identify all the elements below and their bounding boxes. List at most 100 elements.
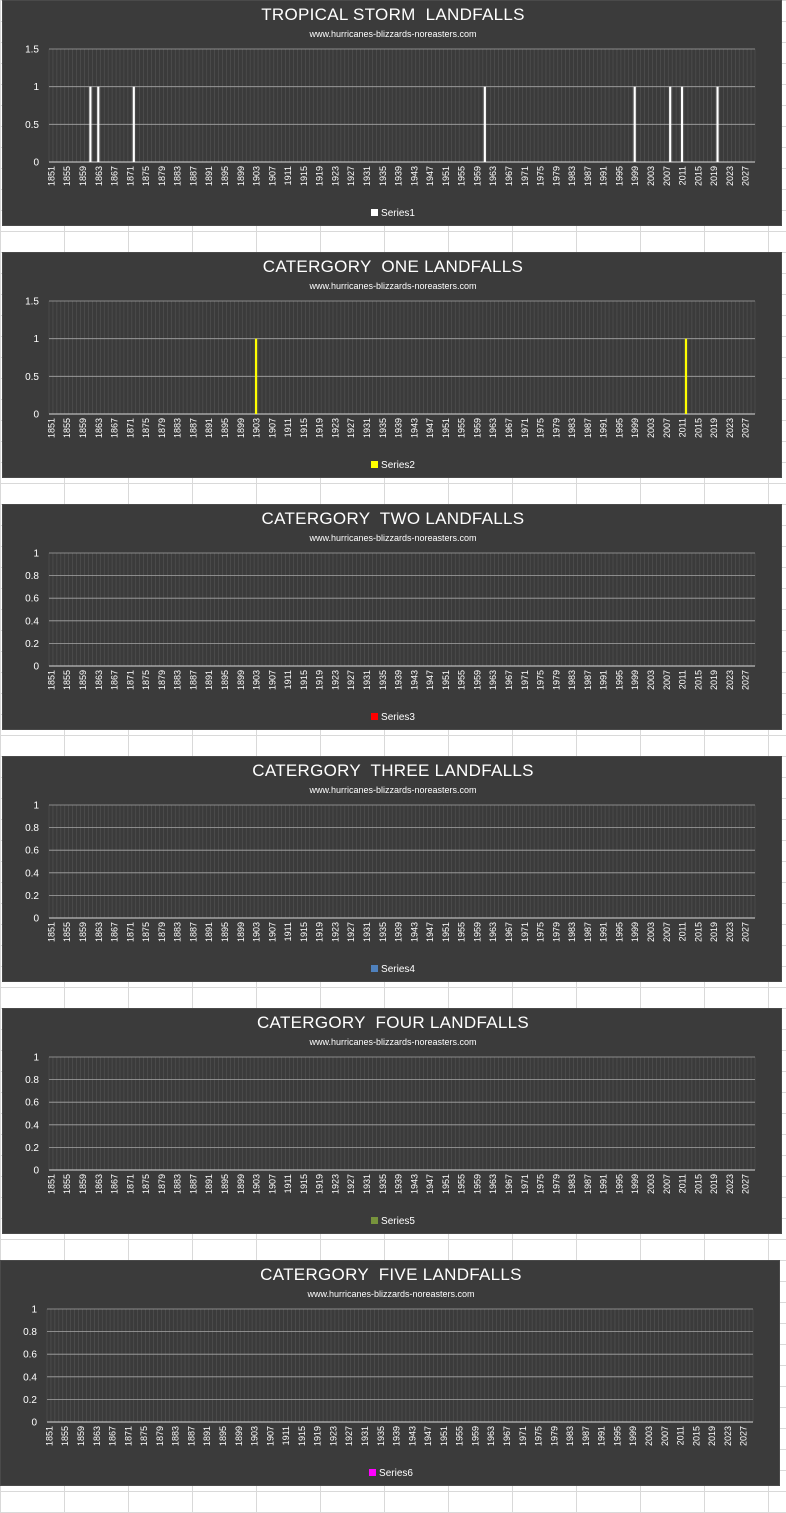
x-tick-label: 1915 xyxy=(299,670,309,690)
legend-label: Series3 xyxy=(381,712,415,723)
x-tick-label: 1887 xyxy=(188,166,198,186)
chart-legend[interactable]: Series6 xyxy=(1,1468,779,1479)
chart-legend[interactable]: Series2 xyxy=(3,460,781,471)
chart-plot: 0 0.2 0.4 0.6 0.8 1 1851 1855 1859 1863 1867 1871 18… xyxy=(23,1305,754,1446)
y-tick-label: 0.6 xyxy=(23,1350,37,1361)
x-tick-label: 1959 xyxy=(472,922,482,942)
x-tick-label: 1871 xyxy=(125,1174,135,1194)
x-tick-label: 1851 xyxy=(46,1174,56,1194)
y-tick-label: 0.2 xyxy=(25,1143,39,1154)
x-tick-label: 1879 xyxy=(157,1174,167,1194)
x-tick-label: 1883 xyxy=(173,922,183,942)
chart-legend[interactable]: Series4 xyxy=(3,964,781,975)
chart-legend[interactable]: Series3 xyxy=(3,712,781,723)
x-tick-label: 1851 xyxy=(46,670,56,690)
x-tick-label: 1935 xyxy=(378,166,388,186)
x-tick-label: 1967 xyxy=(504,922,514,942)
y-tick-label: 0 xyxy=(33,914,39,925)
x-tick-label: 1947 xyxy=(425,166,435,186)
chart-tropical-storm[interactable]: TROPICAL STORM LANDFALLS www.hurricanes-… xyxy=(2,0,782,226)
x-tick-label: 1975 xyxy=(536,670,546,690)
x-tick-label: 1975 xyxy=(536,1174,546,1194)
x-tick-label: 2011 xyxy=(676,1426,686,1445)
x-tick-label: 1859 xyxy=(78,670,88,690)
y-tick-label: 1 xyxy=(33,334,39,345)
x-tick-label: 1903 xyxy=(250,1426,260,1446)
x-tick-label: 1975 xyxy=(536,922,546,942)
x-tick-label: 2015 xyxy=(693,166,703,186)
x-tick-label: 1875 xyxy=(141,166,151,186)
x-tick-label: 2027 xyxy=(741,166,751,186)
x-tick-label: 1983 xyxy=(565,1426,575,1446)
x-tick-label: 1995 xyxy=(614,1174,624,1194)
chart-legend[interactable]: Series5 xyxy=(3,1216,781,1227)
x-tick-label: 1991 xyxy=(599,166,609,186)
x-tick-label: 1967 xyxy=(504,166,514,186)
chart-title: CATERGORY FOUR LANDFALLS xyxy=(256,1013,529,1032)
x-tick-label: 2019 xyxy=(707,1426,717,1446)
x-tick-label: 1975 xyxy=(536,418,546,438)
x-tick-label: 1911 xyxy=(283,1174,293,1193)
chart-legend[interactable]: Series1 xyxy=(3,208,781,219)
x-tick-label: 1867 xyxy=(110,418,120,438)
x-tick-label: 1871 xyxy=(123,1426,133,1446)
x-tick-label: 2015 xyxy=(691,1426,701,1446)
x-tick-label: 1907 xyxy=(267,418,277,438)
x-tick-label: 1971 xyxy=(520,1174,530,1194)
chart-category-four[interactable]: CATERGORY FOUR LANDFALLS www.hurricanes-… xyxy=(2,1008,782,1234)
x-tick-label: 1943 xyxy=(409,1174,419,1194)
x-tick-label: 1951 xyxy=(441,166,451,186)
x-tick-label: 1991 xyxy=(599,922,609,942)
y-tick-label: 0.2 xyxy=(25,891,39,902)
x-tick-label: 1887 xyxy=(186,1426,196,1446)
x-tick-label: 1855 xyxy=(62,418,72,438)
chart-category-five[interactable]: CATERGORY FIVE LANDFALLS www.hurricanes-… xyxy=(0,1260,780,1486)
x-tick-label: 1959 xyxy=(472,670,482,690)
x-tick-label: 1939 xyxy=(394,1174,404,1194)
x-tick-label: 1971 xyxy=(518,1426,528,1446)
chart-category-one[interactable]: CATERGORY ONE LANDFALLS www.hurricanes-b… xyxy=(2,252,782,478)
x-tick-label: 1999 xyxy=(630,166,640,186)
x-tick-label: 1883 xyxy=(173,166,183,186)
x-tick-label: 1955 xyxy=(457,922,467,942)
x-tick-label: 1851 xyxy=(44,1426,54,1446)
chart-subtitle: www.hurricanes-blizzards-noreasters.com xyxy=(309,785,477,795)
x-tick-label: 1987 xyxy=(583,166,593,186)
x-tick-label: 1927 xyxy=(346,418,356,438)
x-tick-label: 2015 xyxy=(693,1174,703,1194)
x-tick-label: 1979 xyxy=(551,166,561,186)
y-tick-label: 1 xyxy=(33,82,39,93)
x-tick-label: 1907 xyxy=(267,1174,277,1194)
x-tick-label: 2019 xyxy=(709,1174,719,1194)
y-tick-label: 0.6 xyxy=(25,846,39,857)
chart-title: CATERGORY THREE LANDFALLS xyxy=(252,761,534,780)
x-tick-label: 1859 xyxy=(78,1174,88,1194)
x-tick-label: 2003 xyxy=(646,418,656,438)
x-tick-label: 1871 xyxy=(125,418,135,438)
x-tick-label: 1939 xyxy=(394,418,404,438)
x-tick-label: 1931 xyxy=(362,670,372,690)
x-tick-label: 1867 xyxy=(110,1174,120,1194)
chart-title: CATERGORY TWO LANDFALLS xyxy=(261,509,525,528)
x-tick-label: 1971 xyxy=(520,922,530,942)
x-tick-label: 1915 xyxy=(299,922,309,942)
x-tick-label: 1911 xyxy=(283,670,293,689)
legend-swatch xyxy=(371,713,379,720)
legend-label: Series1 xyxy=(381,208,415,219)
x-tick-label: 1979 xyxy=(551,418,561,438)
x-tick-label: 1923 xyxy=(330,922,340,942)
x-tick-label: 1959 xyxy=(472,418,482,438)
x-tick-label: 1943 xyxy=(409,166,419,186)
y-tick-label: 1 xyxy=(33,801,39,812)
chart-category-two[interactable]: CATERGORY TWO LANDFALLS www.hurricanes-b… xyxy=(2,504,782,730)
x-tick-label: 1967 xyxy=(504,1174,514,1194)
x-tick-label: 2023 xyxy=(725,922,735,942)
x-tick-label: 1959 xyxy=(472,1174,482,1194)
x-tick-label: 1907 xyxy=(267,922,277,942)
chart-subtitle: www.hurricanes-blizzards-noreasters.com xyxy=(309,29,477,39)
x-tick-label: 1895 xyxy=(218,1426,228,1446)
chart-title: TROPICAL STORM LANDFALLS xyxy=(261,5,525,24)
chart-category-three[interactable]: CATERGORY THREE LANDFALLS www.hurricanes… xyxy=(2,756,782,982)
x-tick-label: 1995 xyxy=(614,922,624,942)
x-tick-label: 2011 xyxy=(678,166,688,185)
